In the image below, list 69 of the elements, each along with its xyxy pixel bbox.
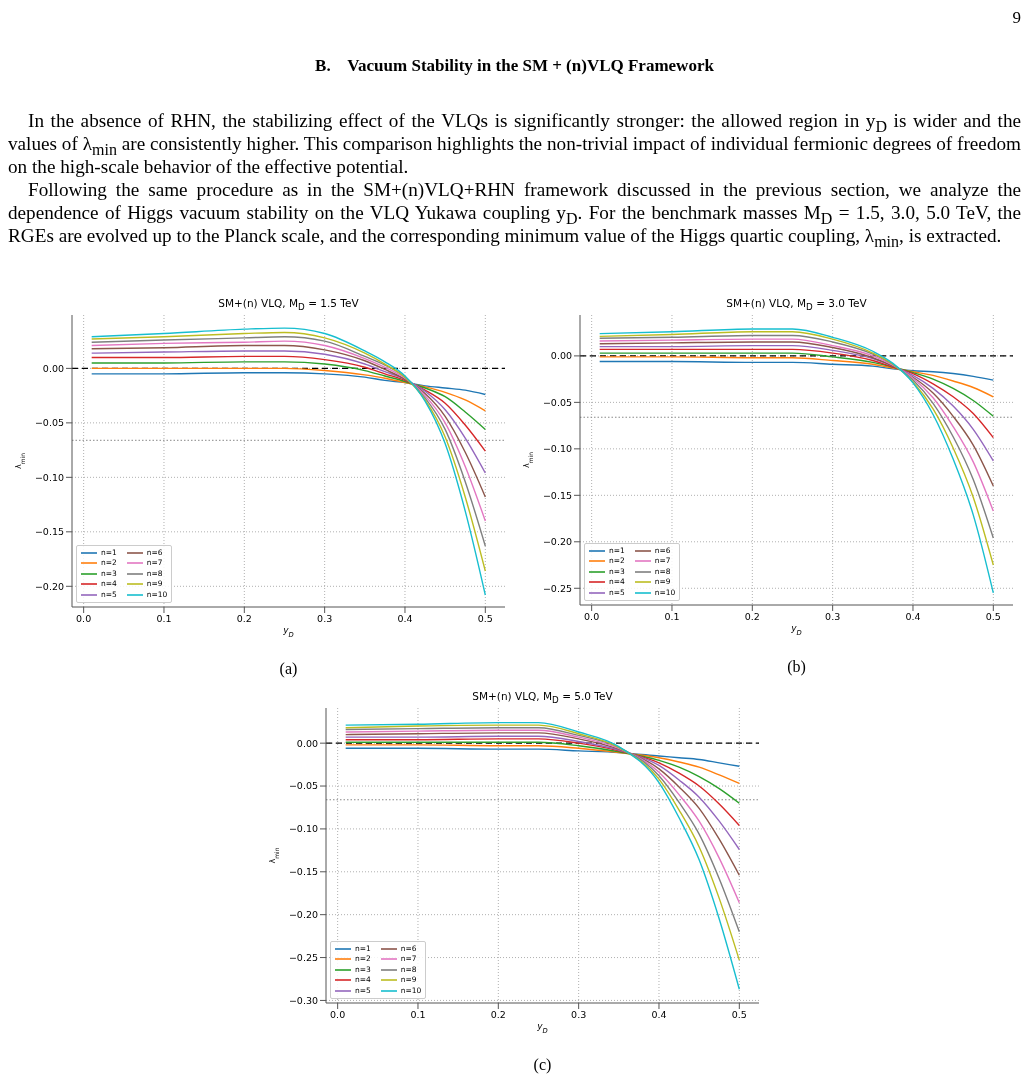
line-series [344, 744, 741, 785]
line-series [344, 732, 741, 876]
text: In the absence of RHN, the stabilizing effect of the VLQs is significantly stronger: the allowed region in y$_{D}$ is wider and the values of λ$_{min}$ are consistently higher. This comparison highlights the non-trivial impact of individual fermionic degrees of freedom on the high-scale behavior of the effective potential. [8, 110, 1021, 177]
line-series [598, 341, 995, 487]
y-tick-label: −0.15 [542, 489, 572, 501]
x-tick-label: 0.3 [317, 612, 333, 624]
x-axis-title: y$_{D}$ [282, 625, 294, 639]
text: 9 [1012, 8, 1021, 28]
chart-title: SM+(n) VLQ, M$_{D}$ = 5.0 TeV [471, 690, 614, 706]
line-series [90, 344, 487, 498]
text: (a) [278, 660, 299, 678]
line-series [598, 344, 995, 462]
y-tick-label: −0.10 [34, 471, 64, 483]
x-tick-label: 0.1 [410, 1008, 426, 1020]
y-tick-label: −0.15 [288, 866, 318, 878]
x-axis-title: y$_{D}$ [790, 623, 802, 637]
y-tick-label: −0.05 [288, 780, 318, 792]
line-series [344, 741, 741, 804]
line-series [90, 372, 487, 396]
line-series [344, 735, 741, 851]
line-series [344, 729, 741, 904]
x-tick-label: 0.4 [651, 1008, 667, 1020]
y-tick-label: −0.20 [288, 909, 318, 921]
x-tick-label: 0.5 [477, 612, 493, 624]
y-tick-label: −0.30 [288, 994, 318, 1006]
y-tick-label: −0.20 [542, 536, 572, 548]
y-tick-label: 0.00 [550, 350, 572, 362]
line-series [90, 350, 487, 474]
line-series [598, 352, 995, 418]
chart-title: SM+(n) VLQ, M$_{D}$ = 1.5 TeV [217, 297, 360, 313]
line-series [598, 360, 995, 381]
y-tick-label: 0.00 [296, 737, 318, 749]
line-series [344, 747, 741, 768]
x-tick-label: 0.5 [985, 610, 1001, 622]
x-tick-label: 0.0 [330, 1008, 346, 1020]
text: Following the same procedure as in the SM+(n)VLQ+RHN framework discussed in the previous section, we analyze the dependence of Higgs vacuum stability on the VLQ Yukawa coupling y$_{D}$. For the benchmark masses M$_{D}$ = 1.5, 3.0, 5.0 TeV, the RGEs are evolved up to the Planck scale, and the corresponding minimum value of the Higgs quartic coupling, λ$_{min}$, is extracted. [8, 179, 1021, 250]
text: B. Vacuum Stability in the SM + (n)VLQ Framework [314, 56, 715, 76]
x-tick-label: 0.1 [664, 610, 680, 622]
y-tick-label: −0.05 [34, 417, 64, 429]
x-tick-label: 0.4 [397, 612, 413, 624]
x-tick-label: 0.0 [584, 610, 600, 622]
x-tick-label: 0.2 [236, 612, 252, 624]
line-series [344, 738, 741, 827]
y-tick-label: −0.05 [542, 396, 572, 408]
x-tick-label: 0.5 [731, 1008, 747, 1020]
line-series [90, 361, 487, 431]
y-tick-label: 0.00 [42, 362, 64, 374]
x-tick-label: 0.0 [76, 612, 92, 624]
x-tick-label: 0.2 [744, 610, 760, 622]
x-tick-label: 0.3 [571, 1008, 587, 1020]
x-tick-label: 0.3 [825, 610, 841, 622]
y-tick-label: −0.20 [34, 580, 64, 592]
y-tick-label: −0.15 [34, 526, 64, 538]
chart-title: SM+(n) VLQ, M$_{D}$ = 3.0 TeV [725, 297, 868, 313]
x-tick-label: 0.4 [905, 610, 921, 622]
x-tick-label: 0.1 [156, 612, 172, 624]
line-series [598, 338, 995, 512]
line-series [90, 355, 487, 452]
y-tick-label: −0.10 [288, 823, 318, 835]
y-tick-label: −0.10 [542, 443, 572, 455]
text: (c) [532, 1056, 553, 1074]
line-series [598, 356, 995, 398]
text: (b) [786, 658, 807, 676]
x-axis-title: y$_{D}$ [536, 1021, 548, 1035]
x-tick-label: 0.2 [490, 1008, 506, 1020]
y-tick-label: −0.25 [542, 582, 572, 594]
line-series [90, 367, 487, 412]
y-tick-label: −0.25 [288, 951, 318, 963]
line-series [598, 348, 995, 439]
